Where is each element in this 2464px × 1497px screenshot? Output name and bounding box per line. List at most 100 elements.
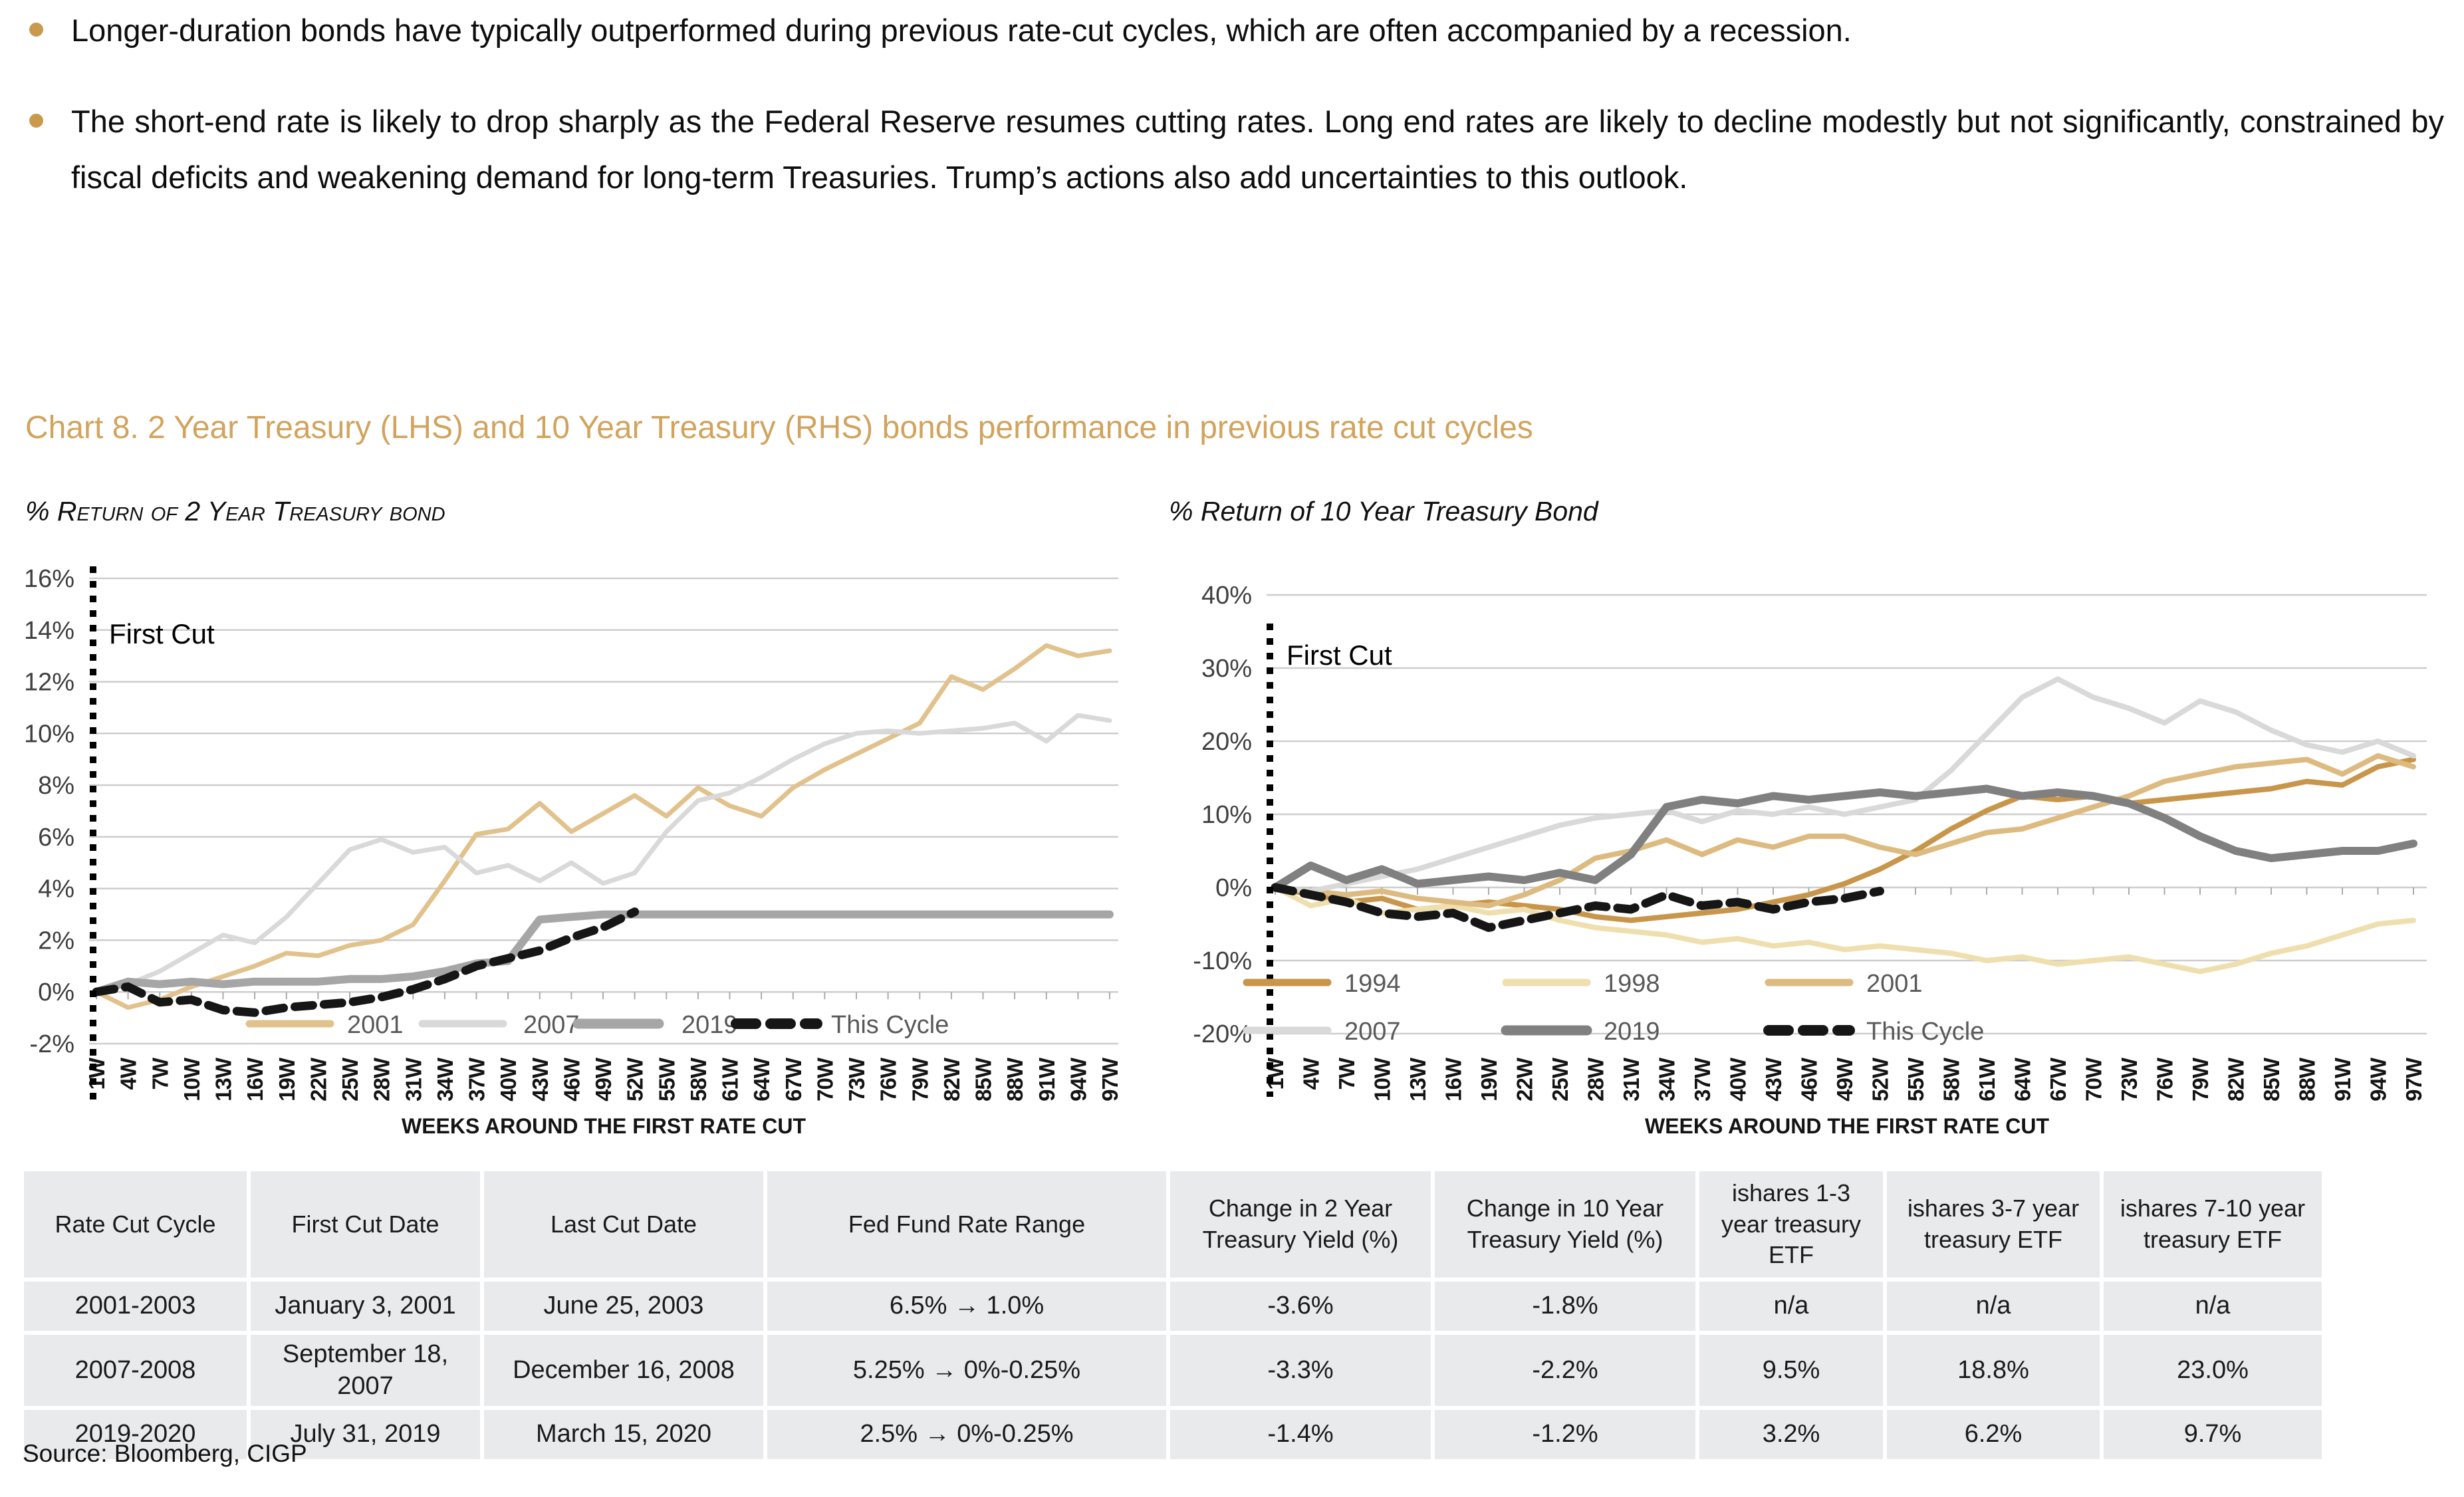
first-cut-label: First Cut — [1287, 639, 1392, 671]
x-tick-label: 61W — [1975, 1057, 1999, 1101]
source-note: Source: Bloomberg, CIGP — [23, 1440, 307, 1467]
x-tick-label: 76W — [2153, 1057, 2177, 1101]
table-row: 2001-2003 January 3, 2001 June 25, 2003 6.5… — [24, 1282, 2322, 1331]
x-tick-label: 97W — [2402, 1057, 2426, 1101]
y-tick-label: 10% — [24, 720, 74, 748]
table-cell: 23.0% — [2104, 1335, 2322, 1406]
y-tick-label: 40% — [1201, 582, 1252, 610]
x-tick-label: 85W — [971, 1057, 996, 1101]
x-tick-label: 52W — [1868, 1057, 1893, 1101]
legend-label-2019: 2019 — [681, 1011, 738, 1039]
x-tick-label: 94W — [2366, 1057, 2391, 1101]
table-cell: 2001-2003 — [24, 1282, 247, 1331]
x-axis-title: WEEKS AROUND THE FIRST RATE CUT — [1645, 1114, 2049, 1138]
x-tick-label: 52W — [623, 1057, 648, 1101]
x-tick-label: 25W — [1548, 1057, 1572, 1101]
table-row: 2007-2008 September 18, 2007 December 16, … — [24, 1335, 2322, 1406]
table-cell: 2007-2008 — [24, 1335, 247, 1406]
x-tick-label: 67W — [2046, 1057, 2070, 1101]
table-cell: 9.7% — [2104, 1410, 2322, 1459]
table-cell: 2019-2020 — [24, 1410, 247, 1459]
series-2007 — [1273, 676, 2416, 894]
x-tick-label: 34W — [433, 1057, 457, 1101]
table-cell: -1.8% — [1435, 1282, 1695, 1331]
y-tick-label: -2% — [29, 1030, 74, 1058]
table-cell: 18.8% — [1887, 1335, 2100, 1406]
legend-label-this-cycle: This Cycle — [831, 1011, 949, 1039]
x-tick-label: 55W — [654, 1057, 679, 1101]
x-tick-label: 22W — [306, 1057, 330, 1101]
table-cell: September 18, 2007 — [251, 1335, 480, 1406]
legend-label-1994: 1994 — [1344, 970, 1401, 998]
series-this-cycle — [1271, 883, 1884, 932]
table-cell: -2.2% — [1435, 1335, 1695, 1406]
x-tick-label: 43W — [528, 1057, 553, 1101]
series-2007 — [94, 713, 1112, 994]
legend-label-this-cycle: This Cycle — [1866, 1018, 1984, 1046]
x-tick-label: 4W — [1299, 1057, 1324, 1090]
x-tick-label: 88W — [1003, 1057, 1027, 1101]
table-header-cell: Rate Cut Cycle — [24, 1171, 247, 1278]
performance-table: Rate Cut Cycle First Cut Date Last Cut Dat… — [20, 1167, 2326, 1463]
x-tick-label: 73W — [2117, 1057, 2142, 1101]
y-tick-label: 6% — [38, 824, 74, 852]
x-tick-label: 70W — [812, 1057, 837, 1101]
x-tick-label: 91W — [2330, 1057, 2355, 1101]
first-cut-label: First Cut — [109, 618, 215, 649]
table-cell: -3.3% — [1170, 1335, 1431, 1406]
x-tick-label: 64W — [749, 1057, 774, 1101]
x-tick-label: 7W — [148, 1057, 172, 1090]
x-tick-label: 82W — [939, 1057, 964, 1101]
left-chart-subtitle: % Return of 2 Year Treasury bond — [25, 496, 445, 526]
table-cell: n/a — [1699, 1282, 1883, 1331]
x-tick-label: 94W — [1066, 1057, 1090, 1101]
bullet-text: The short-end rate is likely to drop sha… — [71, 103, 2444, 195]
x-tick-label: 76W — [876, 1057, 901, 1101]
y-tick-label: 30% — [1201, 655, 1252, 683]
table-head: Rate Cut Cycle First Cut Date Last Cut Dat… — [24, 1171, 2322, 1278]
table-cell: June 25, 2003 — [484, 1282, 763, 1331]
table-cell: January 3, 2001 — [251, 1282, 480, 1331]
x-tick-label: 67W — [781, 1057, 806, 1101]
x-tick-label: 40W — [496, 1057, 521, 1101]
legend-label-2007: 2007 — [523, 1011, 580, 1039]
x-tick-label: 22W — [1513, 1057, 1537, 1101]
table-header-cell: Change in 2 Year Treasury Yield (%) — [1170, 1171, 1431, 1278]
table-header-cell: Fed Fund Rate Range — [767, 1171, 1166, 1278]
x-tick-label: 64W — [2011, 1057, 2035, 1101]
bullet-list: Longer-duration bonds have typically out… — [24, 3, 2444, 241]
x-tick-label: 1W — [1263, 1057, 1288, 1090]
y-tick-label: -20% — [1193, 1020, 1252, 1048]
table-cell: 5.25% → 0%-0.25% — [767, 1335, 1166, 1406]
table-body: 2001-2003 January 3, 2001 June 25, 2003 6.5… — [24, 1282, 2322, 1459]
x-tick-label: 37W — [465, 1057, 489, 1101]
x-tick-label: 46W — [1797, 1057, 1822, 1101]
x-tick-label: 58W — [686, 1057, 711, 1101]
bullet-text: Longer-duration bonds have typically out… — [71, 13, 1852, 48]
legend-label-2001: 2001 — [347, 1011, 404, 1039]
x-tick-label: 16W — [243, 1057, 267, 1101]
x-tick-label: 73W — [844, 1057, 869, 1101]
x-tick-label: 43W — [1761, 1057, 1786, 1101]
table-header-cell: ishares 3-7 year treasury ETF — [1887, 1171, 2100, 1278]
table-header-cell: Change in 10 Year Treasury Yield (%) — [1435, 1171, 1695, 1278]
x-tick-label: 85W — [2259, 1057, 2284, 1101]
table-cell: n/a — [1887, 1282, 2100, 1331]
x-tick-label: 82W — [2224, 1057, 2249, 1101]
x-tick-label: 4W — [116, 1057, 141, 1090]
table-header-cell: ishares 1-3 year treasury ETF — [1699, 1171, 1883, 1278]
x-tick-label: 34W — [1655, 1057, 1679, 1101]
series-2019 — [92, 910, 1114, 996]
bullet-item: The short-end rate is likely to drop sha… — [24, 94, 2444, 206]
table-header-row: Rate Cut Cycle First Cut Date Last Cut Dat… — [24, 1171, 2322, 1278]
series-1998 — [1273, 885, 2416, 975]
x-tick-label: 16W — [1441, 1057, 1466, 1101]
table-cell: 9.5% — [1699, 1335, 1883, 1406]
y-tick-label: 16% — [24, 565, 74, 593]
right-chart-subtitle: % Return of 10 Year Treasury Bond — [1169, 496, 1598, 526]
series-2001 — [94, 643, 1112, 1010]
bullet-icon — [29, 23, 43, 37]
y-tick-label: 4% — [38, 875, 74, 903]
x-tick-label: 49W — [591, 1057, 616, 1101]
